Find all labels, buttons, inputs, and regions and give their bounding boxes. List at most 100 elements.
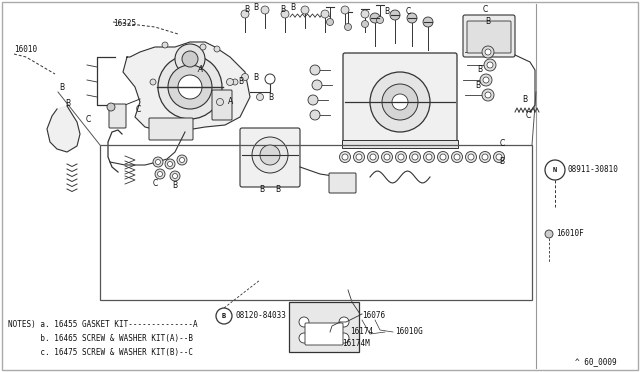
Circle shape — [485, 92, 491, 98]
Circle shape — [390, 10, 400, 20]
Circle shape — [178, 75, 202, 99]
Circle shape — [257, 93, 264, 100]
Circle shape — [496, 154, 502, 160]
Bar — [289, 302, 359, 352]
Text: C: C — [525, 110, 531, 119]
Circle shape — [241, 74, 248, 80]
Text: 16174M: 16174M — [342, 340, 370, 349]
Text: B: B — [268, 93, 273, 102]
Circle shape — [321, 10, 329, 18]
Circle shape — [424, 151, 435, 163]
Circle shape — [384, 154, 390, 160]
Circle shape — [426, 154, 432, 160]
Circle shape — [173, 173, 177, 179]
Circle shape — [484, 59, 496, 71]
Circle shape — [480, 74, 492, 86]
Text: 16325: 16325 — [113, 19, 136, 29]
Text: B: B — [280, 6, 285, 15]
FancyBboxPatch shape — [467, 21, 511, 53]
Circle shape — [155, 169, 165, 179]
Text: C: C — [405, 7, 411, 16]
Circle shape — [200, 44, 206, 50]
Text: B: B — [385, 7, 390, 16]
Text: ^ 60_0009: ^ 60_0009 — [575, 357, 616, 366]
Text: B: B — [65, 99, 70, 109]
Circle shape — [177, 155, 187, 165]
Text: B: B — [222, 313, 226, 319]
Circle shape — [362, 20, 369, 28]
Circle shape — [182, 51, 198, 67]
Circle shape — [216, 308, 232, 324]
Circle shape — [376, 16, 383, 23]
Text: B: B — [477, 65, 483, 74]
Text: N: N — [553, 167, 557, 173]
Circle shape — [299, 333, 309, 343]
Circle shape — [487, 62, 493, 68]
Circle shape — [493, 151, 504, 163]
Circle shape — [545, 160, 565, 180]
Circle shape — [312, 80, 322, 90]
Text: B: B — [275, 185, 280, 193]
FancyBboxPatch shape — [240, 128, 300, 187]
Circle shape — [252, 137, 288, 173]
Circle shape — [232, 79, 238, 85]
FancyBboxPatch shape — [305, 323, 343, 345]
Circle shape — [214, 46, 220, 52]
Circle shape — [281, 10, 289, 18]
Circle shape — [265, 74, 275, 84]
Circle shape — [370, 154, 376, 160]
Circle shape — [451, 151, 463, 163]
Circle shape — [308, 95, 318, 105]
Circle shape — [344, 23, 351, 31]
Circle shape — [381, 151, 392, 163]
Circle shape — [356, 154, 362, 160]
Text: 16174: 16174 — [350, 327, 373, 337]
Circle shape — [158, 55, 222, 119]
FancyBboxPatch shape — [463, 15, 515, 57]
Text: B: B — [499, 157, 504, 167]
Text: 08120-84033: 08120-84033 — [235, 311, 286, 321]
Circle shape — [156, 160, 161, 164]
Text: A: A — [228, 97, 233, 106]
Circle shape — [468, 154, 474, 160]
Circle shape — [339, 317, 349, 327]
Text: B: B — [238, 77, 243, 87]
Circle shape — [227, 78, 234, 86]
Circle shape — [107, 103, 115, 111]
Circle shape — [482, 154, 488, 160]
Circle shape — [438, 151, 449, 163]
Circle shape — [423, 17, 433, 27]
Circle shape — [170, 171, 180, 181]
FancyBboxPatch shape — [109, 104, 126, 128]
Circle shape — [412, 154, 418, 160]
Text: B: B — [60, 83, 65, 92]
Circle shape — [392, 94, 408, 110]
Circle shape — [241, 10, 249, 18]
Circle shape — [299, 317, 309, 327]
Circle shape — [216, 99, 223, 106]
Text: C: C — [136, 106, 141, 115]
Circle shape — [407, 13, 417, 23]
Text: B: B — [172, 182, 177, 190]
FancyBboxPatch shape — [329, 173, 356, 193]
Text: A: A — [197, 64, 203, 74]
Circle shape — [370, 13, 380, 23]
Circle shape — [440, 154, 446, 160]
Text: C: C — [483, 6, 488, 15]
Circle shape — [483, 77, 489, 83]
FancyBboxPatch shape — [343, 53, 457, 147]
Circle shape — [410, 151, 420, 163]
Circle shape — [465, 151, 477, 163]
Text: NOTES) a. 16455 GASKET KIT--------------A: NOTES) a. 16455 GASKET KIT--------------… — [8, 320, 198, 328]
Text: C: C — [152, 180, 157, 189]
Text: B: B — [259, 185, 264, 193]
Text: C: C — [499, 140, 504, 148]
Circle shape — [301, 6, 309, 14]
Text: B: B — [290, 3, 295, 12]
Circle shape — [165, 159, 175, 169]
Circle shape — [479, 151, 490, 163]
Text: 08911-30810: 08911-30810 — [568, 166, 619, 174]
Circle shape — [153, 157, 163, 167]
FancyBboxPatch shape — [149, 118, 193, 140]
Circle shape — [339, 333, 349, 343]
